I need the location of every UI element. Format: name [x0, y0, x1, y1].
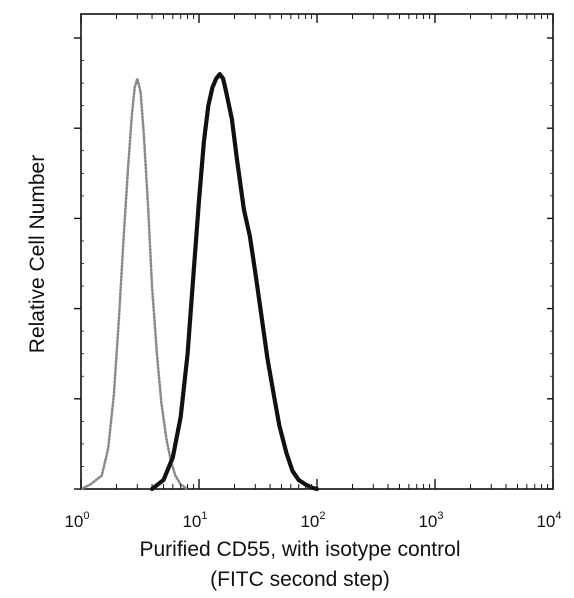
x-tick-label: 100	[64, 510, 89, 531]
x-axis-ticks: 100 101 102 103 104	[64, 14, 562, 531]
cd55-line	[149, 71, 320, 492]
y-axis-title: Relative Cell Number	[26, 155, 49, 353]
x-tick-label: 102	[300, 510, 325, 531]
x-tick-label: 104	[536, 510, 561, 531]
y-axis-ticks	[74, 37, 553, 490]
x-axis-title-line-2: (FITC second step)	[210, 568, 390, 591]
axis-titles: Purified CD55, with isotype control (FIT…	[26, 155, 460, 591]
x-tick-label: 101	[182, 510, 207, 531]
x-tick-label: 103	[418, 510, 443, 531]
plot-border	[80, 13, 554, 490]
isotype-control-line	[79, 77, 189, 491]
series-layer	[79, 71, 320, 492]
plot-frame	[80, 13, 554, 490]
x-axis-title-line-1: Purified CD55, with isotype control	[140, 538, 461, 561]
